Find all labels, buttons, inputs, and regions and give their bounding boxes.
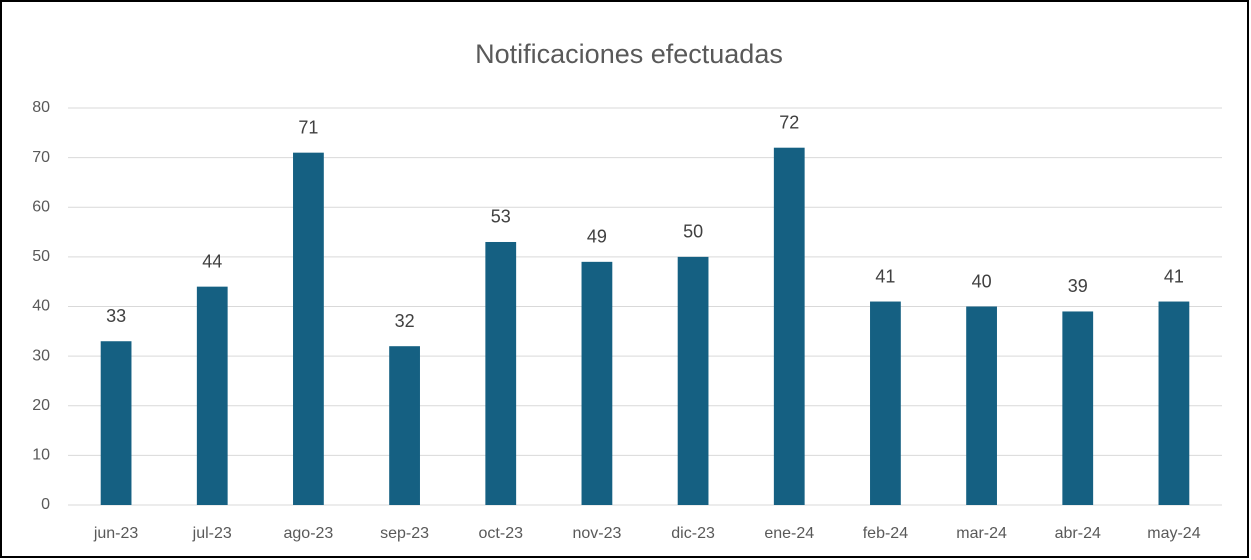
data-label: 72	[779, 112, 799, 132]
y-tick-label: 40	[32, 298, 50, 315]
x-tick-label: jun-23	[93, 525, 139, 542]
bar	[1158, 301, 1190, 505]
bar	[100, 341, 132, 505]
y-tick-label: 10	[32, 447, 50, 464]
bar	[1062, 311, 1094, 505]
x-tick-label: ene-24	[764, 525, 814, 542]
x-tick-label: sep-23	[380, 525, 429, 542]
x-tick-label: oct-23	[479, 525, 524, 542]
bar	[581, 261, 613, 505]
y-tick-label: 80	[32, 99, 50, 116]
x-tick-label: jul-23	[192, 525, 232, 542]
data-label: 33	[106, 306, 126, 326]
data-label: 41	[875, 266, 895, 286]
bar	[485, 241, 517, 506]
y-tick-label: 20	[32, 397, 50, 414]
x-tick-label: dic-23	[671, 525, 715, 542]
data-label: 49	[587, 227, 607, 247]
y-tick-label: 30	[32, 347, 50, 364]
bar	[196, 286, 228, 505]
x-tick-label: may-24	[1147, 525, 1200, 542]
data-label: 53	[491, 207, 511, 227]
x-tick-label: ago-23	[284, 525, 334, 542]
y-tick-label: 60	[32, 198, 50, 215]
x-tick-label: feb-24	[863, 525, 908, 542]
data-label: 32	[395, 311, 415, 331]
y-tick-label: 50	[32, 248, 50, 265]
bar	[389, 346, 420, 505]
data-label: 41	[1164, 266, 1184, 286]
bar	[773, 147, 805, 505]
x-tick-label: abr-24	[1055, 525, 1101, 542]
chart-title: Notificaciones efectuadas	[475, 39, 783, 69]
data-label: 50	[683, 222, 703, 242]
x-tick-label: nov-23	[572, 525, 621, 542]
y-tick-label: 70	[32, 149, 50, 166]
y-tick-label: 0	[41, 496, 50, 513]
bar	[677, 256, 709, 505]
bar	[293, 152, 324, 505]
data-label: 71	[298, 117, 318, 137]
data-label: 39	[1068, 276, 1088, 296]
bar	[966, 306, 997, 505]
bar	[870, 301, 901, 505]
x-tick-label: mar-24	[956, 525, 1007, 542]
data-label: 44	[202, 251, 222, 271]
data-label: 40	[972, 271, 992, 291]
